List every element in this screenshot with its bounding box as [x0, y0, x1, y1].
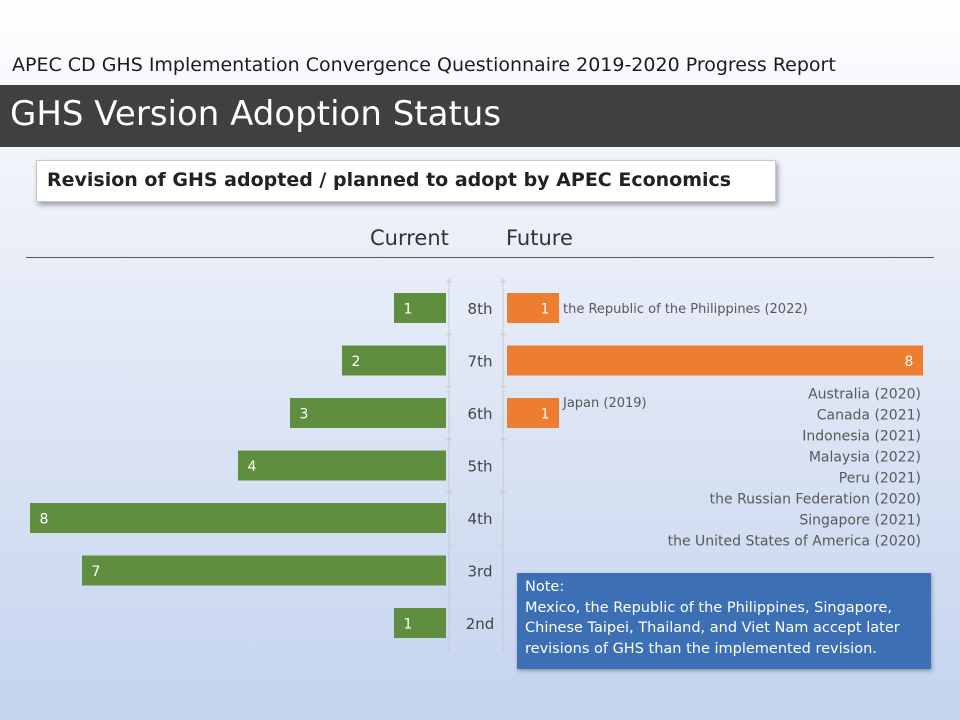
- section-heading: Revision of GHS adopted / planned to ado…: [47, 169, 732, 191]
- future-bar: [507, 345, 923, 376]
- future-bar: [507, 398, 559, 428]
- current-bar-value: 1: [404, 617, 413, 633]
- note-line-2: Chinese Taipei, Thailand, and Viet Nam a…: [525, 620, 900, 636]
- current-bar-value: 4: [248, 459, 257, 475]
- future-annotation-line: Indonesia (2021): [802, 429, 921, 445]
- header-divider: [26, 257, 934, 258]
- future-annotation-line: the United States of America (2020): [668, 534, 921, 550]
- title-bar: GHS Version Adoption Status: [0, 85, 960, 147]
- future-annotation-line: the Russian Federation (2020): [710, 492, 921, 508]
- future-bar: [507, 293, 559, 323]
- future-bar-value: 8: [905, 354, 914, 370]
- current-bar-value: 3: [300, 407, 309, 423]
- future-annotation-line: Canada (2021): [817, 408, 921, 424]
- current-bar-value: 2: [352, 354, 361, 370]
- future-bar-value: 1: [541, 407, 550, 423]
- report-subtitle: APEC CD GHS Implementation Convergence Q…: [12, 54, 836, 76]
- category-label: 6th: [468, 405, 493, 423]
- current-column-header: Current: [370, 226, 449, 250]
- category-label: 4th: [468, 510, 493, 528]
- future-bar-value: 1: [541, 302, 550, 318]
- current-bar: [238, 450, 446, 481]
- category-label: 8th: [468, 300, 493, 318]
- future-annotation-line: Peru (2021): [839, 471, 921, 487]
- future-annotation: the Republic of the Philippines (2022): [563, 302, 808, 317]
- category-label: 7th: [468, 353, 493, 371]
- current-bar-value: 7: [92, 564, 101, 580]
- category-label: 3rd: [468, 563, 493, 581]
- current-bar: [394, 608, 446, 638]
- category-label: 5th: [468, 458, 493, 476]
- future-annotation-line: Malaysia (2022): [809, 450, 921, 466]
- note-line-1: Mexico, the Republic of the Philippines,…: [525, 599, 892, 616]
- future-column-header: Future: [506, 226, 573, 250]
- current-bar: [342, 345, 446, 376]
- note-line-3: revisions of GHS than the implemented re…: [525, 640, 877, 657]
- section-heading-box: Revision of GHS adopted / planned to ado…: [36, 160, 776, 202]
- category-label: 2nd: [466, 615, 495, 633]
- page-title: GHS Version Adoption Status: [10, 94, 502, 134]
- note-box: Note: Mexico, the Republic of the Philip…: [517, 573, 931, 669]
- current-bar: [30, 503, 446, 533]
- current-bar: [394, 293, 446, 323]
- future-annotation-line: Australia (2020): [808, 387, 921, 403]
- future-annotation: Japan (2019): [562, 396, 647, 411]
- current-bar: [290, 398, 446, 428]
- current-bar: [82, 555, 446, 586]
- current-bar-value: 1: [404, 302, 413, 318]
- note-heading: Note:: [525, 579, 565, 595]
- current-bar-value: 8: [40, 512, 49, 528]
- future-annotation-line: Singapore (2021): [799, 513, 921, 529]
